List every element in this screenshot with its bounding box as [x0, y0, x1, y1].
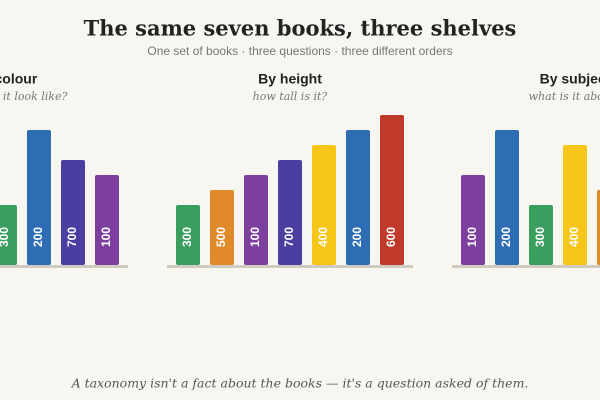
shelf: By colourwhat does it look like?60050040…	[0, 71, 128, 268]
shelf: By subjectwhat is it about?1002003004005…	[452, 71, 600, 268]
shelf-board	[452, 265, 600, 268]
book	[278, 160, 302, 265]
book-label: 100	[248, 227, 262, 247]
book-label: 300	[180, 227, 194, 247]
shelf-title: By height	[258, 71, 322, 87]
book	[176, 205, 200, 265]
footer: A taxonomy isn't a fact about the books …	[71, 376, 529, 391]
book	[380, 115, 404, 265]
book-label: 100	[99, 227, 113, 247]
book-label: 300	[0, 227, 11, 247]
book	[0, 205, 17, 265]
book	[312, 145, 336, 265]
book-label: 300	[533, 227, 547, 247]
book-label: 100	[465, 227, 479, 247]
book-label: 600	[384, 227, 398, 247]
shelf-title: By subject	[540, 71, 600, 87]
book	[346, 130, 370, 265]
shelf: By height how tall is it? 300 500 100 700 400 2…	[167, 71, 413, 268]
book-label: 400	[316, 227, 330, 247]
book-label: 700	[282, 227, 296, 247]
shelf-question: how tall is it?	[253, 90, 328, 103]
book-label: 500	[214, 227, 228, 247]
book-label: 200	[31, 227, 45, 247]
book	[61, 160, 85, 265]
shelf-question: what does it look like?	[0, 90, 67, 103]
book-label: 400	[567, 227, 581, 247]
book	[210, 190, 234, 265]
title: The same seven books, three shelves	[84, 16, 517, 41]
book	[27, 130, 51, 265]
shelf-title: By colour	[0, 71, 38, 87]
book-label: 200	[350, 227, 364, 247]
book	[563, 145, 587, 265]
book	[95, 175, 119, 265]
shelf-board	[0, 265, 128, 268]
shelf-question: what is it about?	[529, 90, 600, 103]
subtitle: One set of books · three questions · thr…	[147, 44, 452, 58]
book-label: 200	[499, 227, 513, 247]
shelf-board	[167, 265, 413, 268]
book	[597, 190, 600, 265]
book	[461, 175, 485, 265]
book	[529, 205, 553, 265]
book-label: 700	[65, 227, 79, 247]
book	[244, 175, 268, 265]
book	[495, 130, 519, 265]
